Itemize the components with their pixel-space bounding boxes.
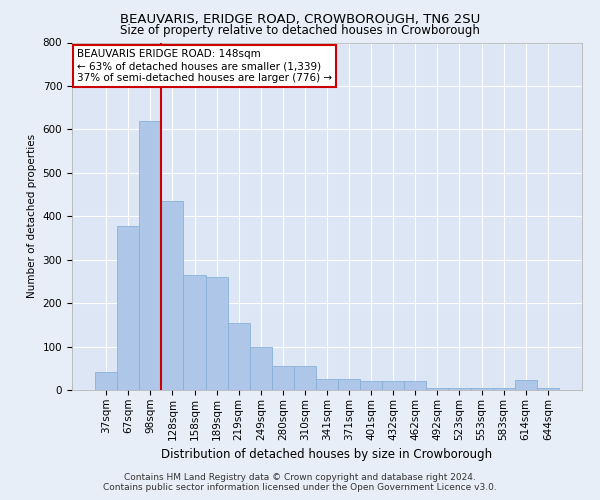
- Bar: [95, 372, 117, 390]
- Bar: [338, 379, 360, 390]
- Bar: [206, 277, 227, 390]
- Bar: [250, 348, 272, 390]
- Bar: [427, 388, 448, 390]
- Text: BEAUVARIS, ERIDGE ROAD, CROWBOROUGH, TN6 2SU: BEAUVARIS, ERIDGE ROAD, CROWBOROUGH, TN6…: [120, 12, 480, 26]
- Bar: [493, 388, 515, 390]
- Bar: [537, 388, 559, 390]
- Bar: [184, 275, 206, 390]
- Bar: [470, 388, 493, 390]
- Text: Contains HM Land Registry data © Crown copyright and database right 2024.
Contai: Contains HM Land Registry data © Crown c…: [103, 473, 497, 492]
- Y-axis label: Number of detached properties: Number of detached properties: [27, 134, 37, 298]
- Bar: [161, 201, 184, 390]
- Text: Size of property relative to detached houses in Crowborough: Size of property relative to detached ho…: [120, 24, 480, 37]
- X-axis label: Distribution of detached houses by size in Crowborough: Distribution of detached houses by size …: [161, 448, 493, 461]
- Bar: [316, 379, 338, 390]
- Bar: [294, 366, 316, 390]
- Bar: [227, 322, 250, 390]
- Bar: [515, 380, 537, 390]
- Bar: [360, 382, 382, 390]
- Bar: [404, 382, 427, 390]
- Bar: [448, 388, 470, 390]
- Bar: [117, 226, 139, 390]
- Bar: [272, 366, 294, 390]
- Bar: [382, 382, 404, 390]
- Bar: [139, 120, 161, 390]
- Text: BEAUVARIS ERIDGE ROAD: 148sqm
← 63% of detached houses are smaller (1,339)
37% o: BEAUVARIS ERIDGE ROAD: 148sqm ← 63% of d…: [77, 50, 332, 82]
